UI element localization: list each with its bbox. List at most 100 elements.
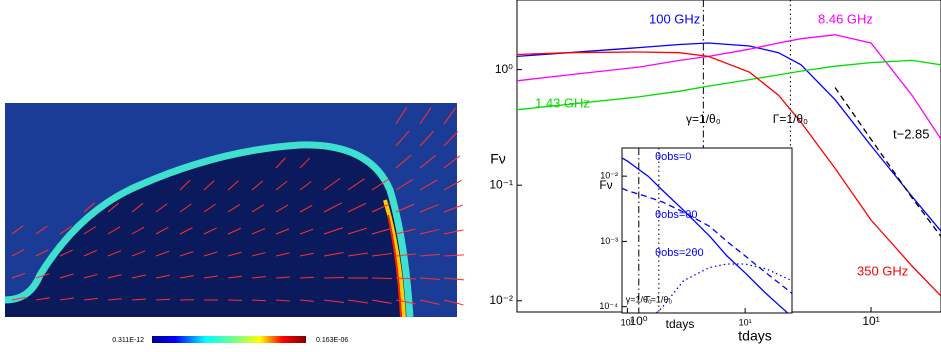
vline-label: Γ=1/θ₀ (773, 112, 808, 126)
arrow (227, 227, 241, 235)
x-tick-label: 10⁰ (629, 314, 647, 328)
x-tick-label: 10⁰ (621, 317, 635, 327)
arrow (443, 107, 456, 125)
y-axis-label: Fν (599, 178, 612, 192)
arrow (203, 275, 218, 279)
arrow (419, 107, 432, 125)
plot-area (621, 147, 793, 314)
arrow (131, 250, 146, 257)
series-line (622, 157, 789, 313)
arrow (83, 202, 95, 213)
arrow (83, 249, 98, 257)
arrow (107, 250, 122, 257)
velocity-arrows (11, 106, 464, 306)
arrow (131, 298, 147, 301)
arrow (107, 298, 122, 301)
series-label: θobs=θ0 (655, 209, 698, 221)
x-axis-label: tdays (738, 328, 771, 344)
arrow (107, 274, 122, 279)
arrow (395, 299, 416, 305)
arrow (203, 203, 216, 213)
arrow (443, 229, 464, 235)
arrow (155, 274, 170, 279)
arrow (179, 275, 194, 279)
arrow (155, 226, 169, 235)
series-label: θobs=2θ0 (655, 247, 704, 259)
arrow (251, 180, 264, 191)
series-label: 1.43 GHz (535, 95, 590, 110)
x-tick-label: 10¹ (739, 317, 752, 327)
arrow (11, 296, 26, 301)
arrow (131, 202, 144, 213)
arrow (179, 179, 191, 191)
arrow (83, 297, 98, 301)
arrow (323, 252, 344, 257)
arrow (443, 131, 459, 147)
arrow (203, 227, 217, 235)
series-label: 350 GHz (857, 263, 908, 278)
arrow (251, 276, 266, 279)
arrow (347, 202, 367, 213)
chart: 10⁰ 10¹ 10⁻⁴ 10⁻³ 10⁻² tdays Fν γ=1/θ₀Γ=1/θ₀ θob… (599, 147, 793, 331)
arrow (371, 203, 391, 213)
series-line (517, 34, 941, 140)
arrow (59, 273, 74, 279)
arrow (443, 179, 462, 191)
arrow (179, 251, 194, 257)
arrow (251, 252, 266, 257)
arrow (371, 178, 390, 191)
arrow (35, 273, 50, 279)
arrow (35, 249, 49, 257)
vline-label: γ=1/θ₀ (626, 294, 652, 304)
y-tick-label: 10⁻³ (600, 236, 618, 246)
vline-label: Γ=1/θ₀ (646, 294, 673, 304)
arrow (419, 228, 440, 235)
arrow (419, 179, 438, 191)
arrow (443, 155, 461, 169)
arrow (419, 130, 434, 147)
arrow (11, 272, 26, 279)
arrow (443, 204, 463, 213)
arrow (179, 203, 192, 213)
arrow (83, 226, 97, 235)
series-label: t−2.85 (893, 126, 930, 141)
arrow (251, 204, 265, 213)
arrow (275, 180, 288, 191)
series-line (834, 87, 941, 237)
arrow (323, 299, 344, 303)
arrow (347, 299, 368, 304)
arrow (443, 254, 464, 257)
arrow (299, 252, 314, 257)
series-label: θobs=0 (655, 151, 691, 163)
colorbar-min: 0.311E-12 (112, 337, 144, 344)
y-tick-label: 10⁰ (495, 62, 513, 76)
arrow (11, 225, 24, 235)
arrow (155, 203, 168, 213)
arrow (323, 276, 345, 279)
arrow (419, 155, 436, 169)
y-tick-label: 10⁻¹ (489, 177, 513, 191)
arrow (299, 299, 314, 302)
series-line (655, 263, 792, 313)
arrow (419, 277, 440, 280)
arrow (59, 225, 72, 235)
arrow (299, 157, 311, 169)
arrow (35, 297, 50, 301)
series-line (517, 51, 941, 297)
arrow (227, 275, 242, 279)
arrow (131, 274, 146, 279)
arrow (227, 204, 241, 213)
arrow (251, 299, 267, 302)
arrow (395, 277, 417, 280)
arrow (227, 180, 239, 191)
arrow (203, 251, 218, 257)
simulation-image (5, 103, 457, 317)
arrow (371, 299, 392, 304)
arrow (11, 248, 25, 257)
y-tick-label: 10⁻² (600, 171, 618, 181)
series-line (517, 59, 941, 111)
arrow (275, 276, 290, 279)
arrow (347, 227, 368, 235)
y-axis-label: Fν (490, 151, 506, 167)
arrow (107, 202, 120, 213)
